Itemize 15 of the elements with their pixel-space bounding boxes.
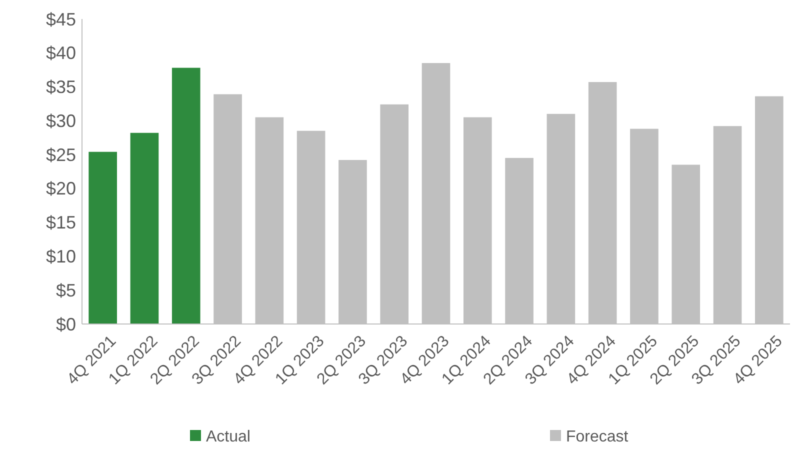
y-tick-label: $0 (56, 314, 76, 334)
y-tick-label: $30 (46, 110, 76, 131)
y-tick-label: $25 (46, 144, 76, 165)
bar (172, 68, 200, 324)
y-tick-label: $35 (46, 77, 76, 98)
y-tick-label: $5 (56, 280, 76, 300)
y-tick-label: $40 (46, 43, 76, 64)
y-tick-label: $15 (46, 212, 76, 233)
legend-label: Forecast (566, 428, 629, 446)
y-tick-label: $20 (46, 178, 76, 199)
legend-label: Actual (206, 428, 250, 446)
y-tick-label: $45 (46, 9, 76, 30)
y-tick-label: $10 (46, 246, 76, 267)
bar (130, 132, 159, 324)
bar (88, 152, 117, 324)
